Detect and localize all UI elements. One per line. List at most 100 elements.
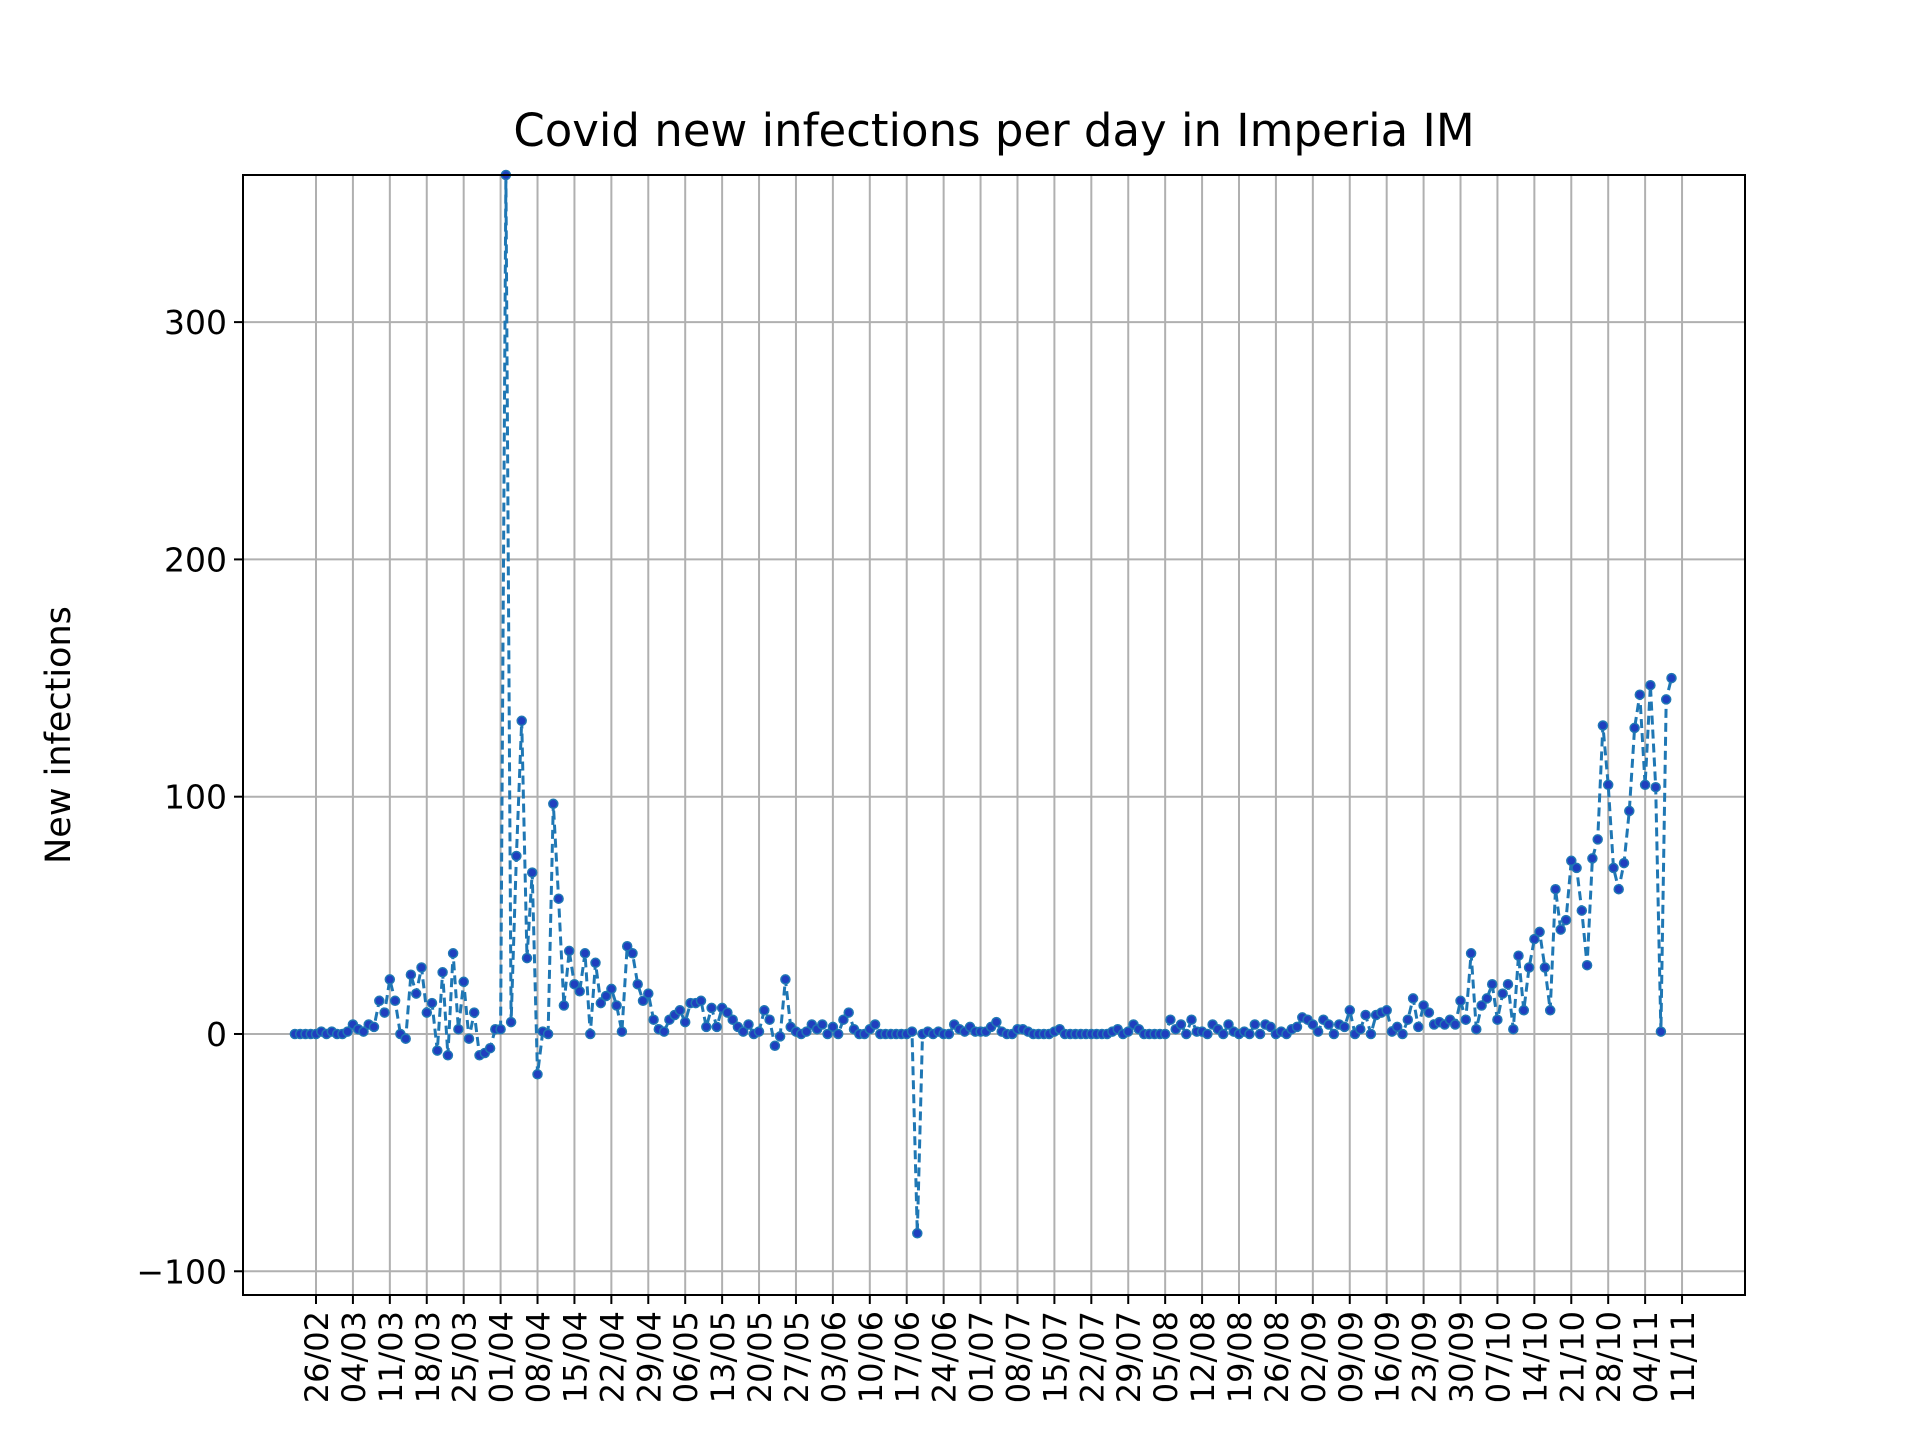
data-point [342,1026,353,1037]
data-point [616,1026,628,1037]
x-tick-label: 30/09 [1443,1311,1481,1403]
x-tick-label: 04/11 [1627,1311,1665,1403]
x-tick-label: 14/10 [1516,1311,1554,1403]
data-point [1550,883,1561,895]
y-tick-label: 100 [164,778,227,817]
x-tick-label: 06/05 [667,1311,705,1403]
data-point [521,952,533,964]
data-point [1455,995,1466,1007]
x-tick-label: 23/09 [1406,1311,1444,1403]
x-tick-label: 29/04 [630,1311,668,1403]
data-point [780,974,791,985]
data-point [1629,722,1640,734]
data-point [1645,679,1656,691]
x-tick-label: 07/10 [1479,1311,1517,1403]
chart-title: Covid new infections per day in Imperia … [513,104,1474,157]
data-point [1576,905,1588,916]
data-point [432,1045,443,1056]
data-point [1159,1028,1171,1040]
data-point [658,1026,670,1037]
data-point [1613,883,1624,895]
data-point [722,1007,733,1018]
data-point [1518,1005,1530,1016]
data-point [484,1042,496,1054]
x-tick-label: 22/07 [1073,1311,1111,1403]
x-axis: 26/0204/0311/0318/0325/0301/0408/0415/04… [298,1295,1702,1403]
data-point [643,988,654,999]
y-tick-label: 200 [164,540,227,579]
data-point [711,1021,723,1033]
data-point [727,1014,738,1025]
data-point [1402,1014,1414,1025]
data-point [1397,1028,1408,1040]
x-tick-label: 24/06 [926,1311,964,1403]
data-point [1666,672,1677,684]
data-point [648,1014,659,1025]
data-point [753,1026,765,1037]
data-point [1360,1009,1371,1021]
data-point [1555,924,1566,935]
plot-frame [242,174,1746,1296]
data-point [374,995,385,1007]
data-point [1365,1028,1377,1040]
data-point [764,1014,775,1025]
data-point [632,978,643,990]
data-point [1307,1019,1319,1030]
x-tick-label: 25/03 [446,1311,484,1403]
data-point [579,948,591,959]
data-point [442,1050,454,1061]
x-tick-label: 05/08 [1147,1311,1185,1403]
data-point [1486,978,1498,990]
data-point [1407,993,1419,1004]
data-point [1476,1000,1487,1011]
data-point [1534,926,1545,938]
data-point [822,1028,833,1040]
x-tick-label: 27/05 [778,1311,816,1403]
data-point [838,1014,849,1025]
data-point [1186,1014,1197,1025]
data-point [447,948,459,959]
data-point [1508,1023,1519,1035]
data-point [1539,962,1551,973]
data-point [743,1019,754,1030]
data-point [1618,857,1630,869]
series-layer [289,169,1677,1239]
data-point [1624,805,1635,817]
data-point [1523,962,1535,973]
data-point [774,1031,786,1042]
x-tick-label: 09/09 [1332,1311,1370,1403]
x-tick-label: 11/03 [372,1311,410,1403]
y-tick-label: 0 [206,1015,227,1054]
x-tick-label: 08/04 [520,1311,558,1403]
data-point [1328,1028,1340,1040]
data-point [621,940,633,952]
y-axis: −100 0 100 200 300 [136,303,243,1291]
data-point [1460,1014,1472,1025]
y-axis-label: New infections [39,606,79,864]
data-point [1602,779,1614,791]
data-point [1165,1014,1176,1025]
x-tick-label: 02/09 [1295,1311,1333,1403]
data-point [548,798,559,810]
x-tick-label: 01/07 [963,1311,1001,1403]
data-point [542,1028,554,1040]
data-point [410,988,422,999]
data-point [674,1005,686,1016]
data-point [1223,1019,1234,1030]
x-tick-label: 18/03 [409,1311,447,1403]
data-point [1449,1019,1461,1030]
data-point [611,1000,622,1011]
data-point [801,1026,812,1037]
data-point [1513,950,1524,961]
data-point [1529,933,1540,945]
data-point [563,945,575,957]
data-point [737,1026,749,1037]
data-point [400,1033,411,1044]
x-tick-label: 03/06 [815,1311,853,1403]
data-point [817,1019,828,1030]
data-point [1497,988,1508,999]
data-point [869,1019,881,1030]
x-tick-label: 20/05 [741,1311,779,1403]
